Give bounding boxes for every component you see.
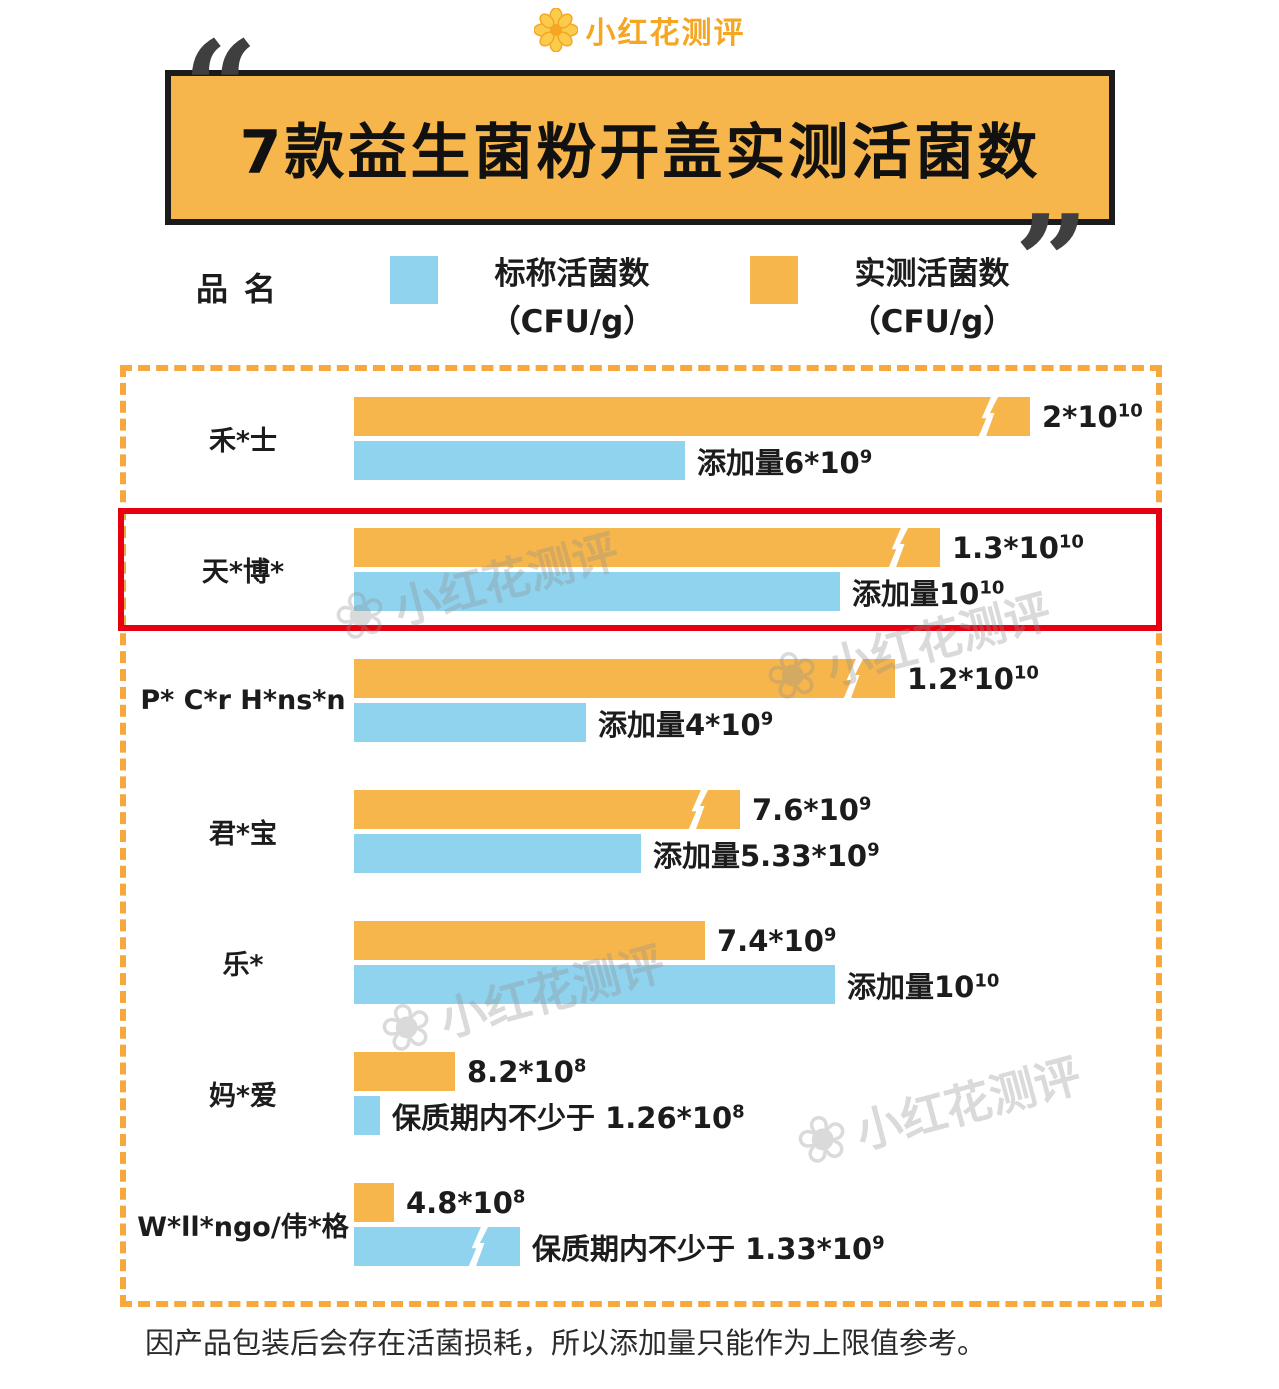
labeled-bar-line: 保质期内不少于 1.33*109 xyxy=(354,1225,1156,1268)
labeled-bar-line: 保质期内不少于 1.26*108 xyxy=(354,1096,1156,1135)
measured-bar xyxy=(354,1183,394,1222)
footnote: 因产品包装后会存在活菌损耗，所以添加量只能作为上限值参考。 xyxy=(145,1326,987,1360)
product-name: 君*宝 xyxy=(208,819,278,850)
measured-swatch xyxy=(750,256,798,304)
labeled-bar xyxy=(354,834,641,873)
bar-pair: 7.4*109 添加量1010 xyxy=(354,921,1156,1004)
brand-name: 小红花测评 xyxy=(585,16,746,51)
labeled-bar xyxy=(354,572,840,611)
measured-bar-line: 7.4*109 xyxy=(354,921,1156,960)
product-row: 天*博* 1.3*1010 添加量1010 xyxy=(118,508,1162,631)
labeled-value: 添加量6*109 xyxy=(697,445,873,480)
bar-pair: 4.8*108 保质期内不少于 1.33*109 xyxy=(354,1183,1156,1268)
chart-rows: 禾*士 2*1010 添加量6*109 天*博* 1.3*1010 添加量1010 P* C… xyxy=(118,395,1162,1268)
product-name: 乐* xyxy=(222,950,264,981)
labeled-value: 添加量5.33*109 xyxy=(653,838,880,873)
title-banner: 7款益生菌粉开盖实测活菌数 “ ” xyxy=(165,24,1115,328)
measured-value: 1.3*1010 xyxy=(952,530,1084,565)
measured-bar xyxy=(354,526,940,569)
bar-pair: 2*1010 添加量6*109 xyxy=(354,395,1156,480)
measured-value: 4.8*108 xyxy=(406,1185,526,1220)
labeled-bar-line: 添加量5.33*109 xyxy=(354,834,1156,873)
bar-pair: 1.3*1010 添加量1010 xyxy=(354,526,1156,611)
measured-value: 7.4*109 xyxy=(717,923,837,958)
labeled-legend-entry: 标称活菌数 （CFU/g） xyxy=(452,250,692,346)
labeled-value: 保质期内不少于 1.33*109 xyxy=(532,1231,885,1266)
labeled-bar xyxy=(354,1096,380,1135)
labeled-bar-line: 添加量1010 xyxy=(354,965,1156,1004)
product-row: 君*宝 7.6*109 添加量5.33*109 xyxy=(132,788,1156,873)
legend: 品名 标称活菌数 （CFU/g） 实测活菌数 （CFU/g） xyxy=(0,250,1279,350)
measured-bar xyxy=(354,395,1030,438)
labeled-bar-line: 添加量6*109 xyxy=(354,441,1156,480)
product-row: W*ll*ngo/伟*格 4.8*108 保质期内不少于 1.33*109 xyxy=(132,1183,1156,1268)
axis-break-icon xyxy=(978,395,1000,438)
measured-bar xyxy=(354,788,740,831)
labeled-swatch xyxy=(390,256,438,304)
measured-legend-label: 实测活菌数 xyxy=(854,256,1010,292)
product-name: 天*博* xyxy=(201,557,285,588)
labeled-legend-unit: （CFU/g） xyxy=(489,304,655,341)
flower-icon xyxy=(533,8,578,52)
product-name: 妈*爱 xyxy=(208,1081,278,1112)
product-name: P* C*r H*ns*n xyxy=(140,685,346,716)
product-row: 禾*士 2*1010 添加量6*109 xyxy=(132,395,1156,480)
measured-bar-line: 7.6*109 xyxy=(354,788,1156,831)
labeled-bar xyxy=(354,441,685,480)
labeled-legend-label: 标称活菌数 xyxy=(494,256,650,292)
measured-legend-entry: 实测活菌数 （CFU/g） xyxy=(812,250,1052,346)
axis-break-icon xyxy=(688,788,710,831)
brand-logo: 小红花测评 xyxy=(0,8,1279,52)
measured-bar-line: 1.3*1010 xyxy=(354,526,1156,569)
labeled-value: 添加量4*109 xyxy=(598,707,774,742)
labeled-value: 添加量1010 xyxy=(847,969,1000,1004)
measured-value: 1.2*1010 xyxy=(907,661,1039,696)
measured-bar xyxy=(354,1052,455,1091)
labeled-bar xyxy=(354,1225,520,1268)
product-row: 妈*爱 8.2*108 保质期内不少于 1.26*108 xyxy=(132,1052,1156,1135)
measured-bar xyxy=(354,657,895,700)
measured-bar-line: 2*1010 xyxy=(354,395,1156,438)
measured-legend-unit: （CFU/g） xyxy=(849,304,1015,341)
title-box: 7款益生菌粉开盖实测活菌数 xyxy=(165,70,1115,225)
measured-bar-line: 8.2*108 xyxy=(354,1052,1156,1091)
close-quote-icon: ” xyxy=(1014,186,1089,339)
axis-break-icon xyxy=(468,1225,490,1268)
page-title: 7款益生菌粉开盖实测活菌数 xyxy=(239,118,1041,188)
measured-bar-line: 4.8*108 xyxy=(354,1183,1156,1222)
labeled-value: 添加量1010 xyxy=(852,576,1005,611)
product-name: 禾*士 xyxy=(208,426,278,457)
bar-pair: 7.6*109 添加量5.33*109 xyxy=(354,788,1156,873)
bar-pair: 8.2*108 保质期内不少于 1.26*108 xyxy=(354,1052,1156,1135)
labeled-bar xyxy=(354,703,586,742)
axis-break-icon xyxy=(843,657,865,700)
bar-pair: 1.2*1010 添加量4*109 xyxy=(354,657,1156,742)
product-row: 乐* 7.4*109 添加量1010 xyxy=(132,921,1156,1004)
product-name: W*ll*ngo/伟*格 xyxy=(137,1212,349,1243)
labeled-bar-line: 添加量4*109 xyxy=(354,703,1156,742)
axis-break-icon xyxy=(888,526,910,569)
chart-area: 禾*士 2*1010 添加量6*109 天*博* 1.3*1010 添加量1010 P* C… xyxy=(118,365,1162,1307)
measured-value: 7.6*109 xyxy=(752,792,872,827)
labeled-value: 保质期内不少于 1.26*108 xyxy=(392,1100,745,1135)
open-quote-icon: “ xyxy=(183,12,258,165)
product-row: P* C*r H*ns*n 1.2*1010 添加量4*109 xyxy=(132,657,1156,742)
legend-name-label: 品名 xyxy=(196,270,293,308)
measured-bar xyxy=(354,921,705,960)
labeled-bar xyxy=(354,965,835,1004)
measured-bar-line: 1.2*1010 xyxy=(354,657,1156,700)
measured-value: 8.2*108 xyxy=(467,1054,587,1089)
labeled-bar-line: 添加量1010 xyxy=(354,572,1156,611)
measured-value: 2*1010 xyxy=(1042,399,1143,434)
